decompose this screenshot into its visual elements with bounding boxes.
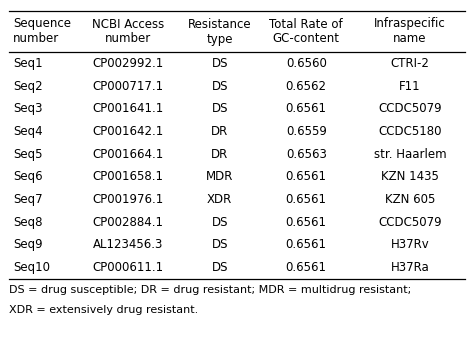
Text: AL123456.3: AL123456.3 <box>93 238 164 252</box>
Text: Resistance
type: Resistance type <box>188 18 252 45</box>
Text: CP001641.1: CP001641.1 <box>92 102 164 116</box>
Text: DS = drug susceptible; DR = drug resistant; MDR = multidrug resistant;: DS = drug susceptible; DR = drug resista… <box>9 285 412 296</box>
Text: CP001976.1: CP001976.1 <box>92 193 164 206</box>
Text: Sequence
number: Sequence number <box>13 18 71 45</box>
Text: str. Haarlem: str. Haarlem <box>374 148 447 161</box>
Text: 0.6562: 0.6562 <box>286 80 327 93</box>
Text: XDR: XDR <box>207 193 232 206</box>
Text: XDR = extensively drug resistant.: XDR = extensively drug resistant. <box>9 305 199 315</box>
Text: DS: DS <box>211 80 228 93</box>
Text: 0.6561: 0.6561 <box>286 216 327 229</box>
Text: H37Rv: H37Rv <box>391 238 429 252</box>
Text: 0.6561: 0.6561 <box>286 261 327 274</box>
Text: CCDC5079: CCDC5079 <box>378 216 442 229</box>
Text: DR: DR <box>211 148 228 161</box>
Text: CCDC5180: CCDC5180 <box>378 125 442 138</box>
Text: 0.6561: 0.6561 <box>286 170 327 184</box>
Text: Seq6: Seq6 <box>13 170 43 184</box>
Text: CP002884.1: CP002884.1 <box>93 216 164 229</box>
Text: MDR: MDR <box>206 170 233 184</box>
Text: KZN 605: KZN 605 <box>385 193 435 206</box>
Text: Seq9: Seq9 <box>13 238 43 252</box>
Text: KZN 1435: KZN 1435 <box>381 170 439 184</box>
Text: DR: DR <box>211 125 228 138</box>
Text: F11: F11 <box>399 80 421 93</box>
Text: Seq5: Seq5 <box>13 148 43 161</box>
Text: CP001658.1: CP001658.1 <box>93 170 164 184</box>
Text: NCBI Access
number: NCBI Access number <box>92 18 164 45</box>
Text: Seq7: Seq7 <box>13 193 43 206</box>
Text: CP002992.1: CP002992.1 <box>92 57 164 70</box>
Text: CP001642.1: CP001642.1 <box>92 125 164 138</box>
Text: Seq10: Seq10 <box>13 261 50 274</box>
Text: CP001664.1: CP001664.1 <box>92 148 164 161</box>
Text: 0.6560: 0.6560 <box>286 57 327 70</box>
Text: Seq2: Seq2 <box>13 80 43 93</box>
Text: DS: DS <box>211 261 228 274</box>
Text: DS: DS <box>211 102 228 116</box>
Text: CP000611.1: CP000611.1 <box>92 261 164 274</box>
Text: DS: DS <box>211 57 228 70</box>
Text: DS: DS <box>211 216 228 229</box>
Text: 0.6559: 0.6559 <box>286 125 327 138</box>
Text: H37Ra: H37Ra <box>391 261 429 274</box>
Text: CP000717.1: CP000717.1 <box>92 80 164 93</box>
Text: Seq8: Seq8 <box>13 216 43 229</box>
Text: 0.6561: 0.6561 <box>286 238 327 252</box>
Text: Seq4: Seq4 <box>13 125 43 138</box>
Text: 0.6561: 0.6561 <box>286 102 327 116</box>
Text: 0.6561: 0.6561 <box>286 193 327 206</box>
Text: Seq1: Seq1 <box>13 57 43 70</box>
Text: Total Rate of
GC-content: Total Rate of GC-content <box>269 18 343 45</box>
Text: 0.6563: 0.6563 <box>286 148 327 161</box>
Text: Infraspecific
name: Infraspecific name <box>374 18 446 45</box>
Text: DS: DS <box>211 238 228 252</box>
Text: Seq3: Seq3 <box>13 102 43 116</box>
Text: CCDC5079: CCDC5079 <box>378 102 442 116</box>
Text: CTRI-2: CTRI-2 <box>391 57 429 70</box>
